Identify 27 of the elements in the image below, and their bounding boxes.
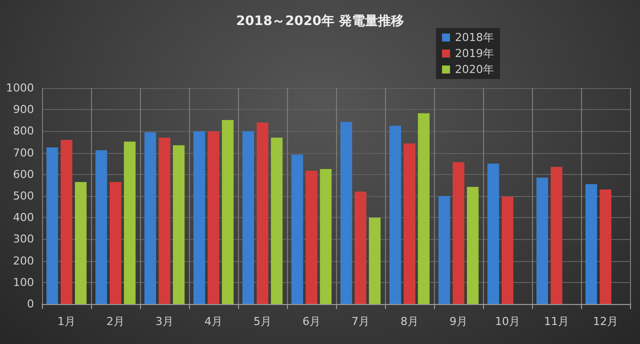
x-tick-label: 8月 bbox=[400, 315, 418, 328]
chart-title: 2018～2020年 発電量推移 bbox=[236, 14, 404, 29]
y-tick-label: 700 bbox=[13, 146, 34, 160]
x-tick-label: 11月 bbox=[544, 315, 569, 328]
y-tick-label: 0 bbox=[27, 298, 34, 310]
x-tick-label: 1月 bbox=[58, 315, 76, 328]
y-tick-label: 200 bbox=[13, 254, 34, 268]
y-tick-label: 500 bbox=[13, 190, 34, 202]
y-tick-label: 300 bbox=[13, 232, 34, 246]
x-tick-label: 4月 bbox=[204, 315, 222, 328]
x-tick-label: 5月 bbox=[254, 315, 272, 328]
y-tick-label: 1000 bbox=[6, 82, 34, 94]
legend-label: 2020年 bbox=[455, 63, 494, 76]
x-tick-label: 9月 bbox=[450, 315, 468, 328]
x-tick-label: 3月 bbox=[156, 315, 174, 328]
y-tick-label: 800 bbox=[13, 124, 34, 138]
x-tick-label: 7月 bbox=[352, 315, 370, 328]
legend-label: 2019年 bbox=[455, 47, 494, 60]
x-tick-label: 10月 bbox=[495, 315, 520, 328]
y-tick-label: 400 bbox=[13, 211, 34, 224]
x-tick-label: 2月 bbox=[106, 315, 124, 328]
y-tick-label: 100 bbox=[13, 276, 34, 289]
x-tick-label: 12月 bbox=[593, 315, 618, 328]
y-tick-label: 900 bbox=[13, 103, 34, 116]
x-tick-label: 6月 bbox=[302, 315, 320, 328]
y-tick-label: 600 bbox=[13, 168, 34, 181]
legend-label: 2018年 bbox=[455, 31, 494, 44]
